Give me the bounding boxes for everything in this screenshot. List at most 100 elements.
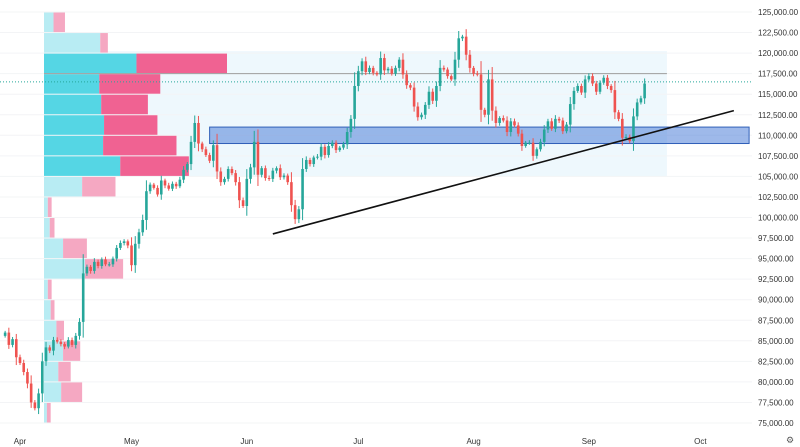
candle-body: [33, 402, 37, 409]
candle-body: [449, 76, 453, 80]
candle-body: [539, 141, 542, 150]
time-tick-label: May: [124, 437, 139, 446]
candle-body: [271, 170, 275, 179]
candle-body: [41, 361, 44, 394]
support-zone[interactable]: [209, 126, 750, 145]
candle-body: [208, 155, 211, 161]
candle-body: [85, 266, 89, 274]
price-tick-label: 95,000.00: [758, 255, 794, 264]
candle-body: [238, 182, 241, 201]
candle-body: [122, 241, 126, 243]
price-tick-label: 77,500.00: [758, 398, 794, 407]
candle-body: [29, 383, 33, 403]
candle-body: [606, 77, 609, 86]
candle-body: [11, 339, 14, 345]
candle-body: [409, 85, 412, 88]
volume-profile-bar-up: [44, 53, 137, 74]
candle-body: [14, 339, 18, 358]
volume-profile-bar-down: [50, 300, 55, 320]
candle-body: [67, 339, 70, 347]
candle-body: [89, 266, 92, 271]
settings-icon[interactable]: ⚙: [786, 436, 794, 446]
candle-body: [446, 69, 449, 77]
candle-body: [256, 141, 260, 175]
price-tick-label: 97,500.00: [758, 234, 794, 243]
candle-body: [245, 178, 249, 206]
candle-body: [126, 241, 130, 246]
time-tick-label: Aug: [466, 437, 480, 446]
candle-body: [357, 71, 360, 86]
candle-body: [453, 59, 457, 80]
candle-body: [331, 142, 334, 146]
volume-profile-bar-down: [104, 115, 158, 135]
trendline[interactable]: [272, 109, 735, 235]
candle-body: [535, 149, 539, 156]
candle-body: [26, 372, 29, 384]
candle-body: [63, 344, 66, 347]
candle-body: [360, 61, 364, 72]
candle-body: [598, 82, 602, 92]
candle-body: [554, 118, 557, 129]
candles: [3, 29, 646, 415]
candle-body: [100, 259, 104, 266]
volume-profile-bar-up: [44, 382, 62, 402]
volume-profile-bar-up: [44, 259, 85, 279]
candle-body: [635, 102, 639, 117]
candle-body: [546, 121, 550, 130]
candle-body: [379, 58, 382, 75]
candle-body: [308, 159, 312, 165]
candle-body: [290, 182, 293, 206]
candle-body: [148, 184, 152, 192]
candle-body: [561, 120, 565, 132]
price-axis[interactable]: 75,000.00 77,500.00 80,000.00 82,500.00 85,0…: [758, 8, 799, 428]
candle-body: [371, 67, 375, 73]
candle-body: [145, 191, 148, 220]
candle-body: [119, 242, 122, 248]
volume-profile-bar-down: [58, 361, 71, 382]
candle-body: [557, 118, 561, 121]
price-tick-label: 107,500.00: [758, 152, 799, 161]
price-tick-label: 110,000.00: [758, 131, 798, 140]
candle-body: [617, 112, 620, 119]
candle-body: [438, 67, 442, 86]
price-tick-label: 117,500.00: [758, 70, 798, 79]
time-axis[interactable]: Apr May Jun Jul Aug Sep Oct: [14, 437, 708, 446]
candle-body: [531, 142, 535, 156]
price-tick-label: 85,000.00: [758, 337, 794, 346]
candle-body: [111, 258, 115, 265]
candle-body: [223, 178, 226, 183]
candle-body: [152, 184, 156, 188]
volume-profile-bar-down: [49, 218, 55, 238]
volume-profile-bar-down: [120, 156, 189, 176]
volume-profile-bar-up: [44, 238, 64, 259]
candle-body: [483, 109, 487, 115]
candle-body: [267, 178, 271, 180]
price-tick-label: 115,000.00: [758, 90, 798, 99]
candle-body: [468, 54, 472, 68]
candle-body: [252, 141, 256, 168]
volume-profile-bar-down: [61, 382, 83, 402]
candle-body: [81, 273, 85, 322]
candle-body: [189, 141, 193, 165]
candle-body: [282, 175, 286, 178]
candle-body: [580, 85, 583, 93]
price-tick-label: 120,000.00: [758, 49, 799, 58]
candle-body: [464, 36, 468, 55]
price-tick-label: 105,000.00: [758, 172, 799, 181]
time-tick-label: Oct: [694, 437, 707, 446]
volume-profile-bar-down: [82, 176, 116, 197]
candle-body: [312, 157, 316, 165]
candle-body: [368, 67, 371, 73]
candle-body: [182, 169, 185, 180]
candle-body: [624, 136, 628, 138]
candle-body: [583, 79, 587, 93]
volume-profile-bar-down: [56, 320, 65, 341]
candle-body: [260, 168, 263, 175]
candle-body: [230, 169, 234, 174]
candle-body: [353, 85, 356, 119]
candle-body: [107, 264, 111, 266]
candle-body: [397, 59, 401, 68]
volume-profile-bar-down: [47, 197, 52, 217]
candle-body: [416, 106, 420, 118]
